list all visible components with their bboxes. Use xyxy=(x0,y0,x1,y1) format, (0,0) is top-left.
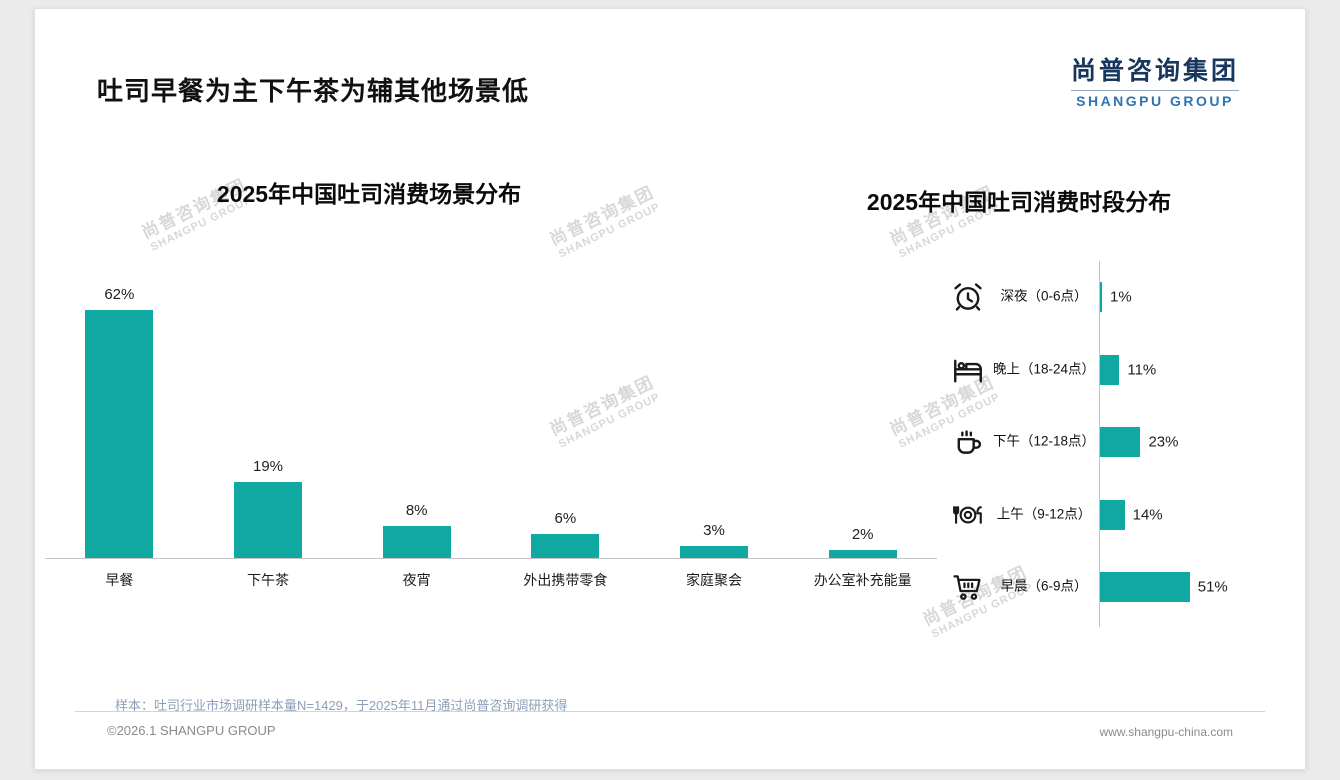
time-row: 上午（9-12点） 14% xyxy=(935,479,1307,551)
logo-chinese-text: 尚普咨询集团 xyxy=(1070,57,1239,85)
bar xyxy=(1100,282,1102,312)
bar-value-label: 51% xyxy=(1197,578,1228,596)
bar-column: 2% xyxy=(788,252,937,558)
bar-value-label: 11% xyxy=(1127,361,1157,378)
bar xyxy=(531,534,600,558)
company-logo: 尚普咨询集团 SHANGPU GROUP xyxy=(1070,51,1239,109)
time-row: 早晨（6-9点） 51% xyxy=(935,551,1307,623)
bar xyxy=(680,546,749,558)
scene-chart-x-axis-line xyxy=(45,558,937,559)
sample-note: 样本：吐司行业市场调研样本量N=1429，于2025年11月通过尚普咨询调研获得 xyxy=(115,698,568,713)
category-label: 办公室补充能量 xyxy=(813,572,912,588)
time-label: 上午（9-12点） xyxy=(996,506,1092,522)
logo-divider xyxy=(1070,90,1239,91)
footer-copyright: ©2026.1 SHANGPU GROUP xyxy=(107,723,276,738)
bar-value-label: 62% xyxy=(104,286,135,303)
category-label: 外出携带零食 xyxy=(523,572,608,588)
bar xyxy=(828,550,897,558)
alarm-clock-icon xyxy=(951,280,985,314)
bar-column: 3% xyxy=(640,252,789,558)
scene-chart-categories: 早餐 下午茶 夜宵 外出携带零食 家庭聚会 办公室补充能量 xyxy=(45,570,937,590)
category-label: 早餐 xyxy=(105,572,134,588)
dining-plate-icon xyxy=(951,498,985,532)
scene-chart-title: 2025年中国吐司消费场景分布 xyxy=(216,181,522,207)
time-row: 深夜（0-6点） 1% xyxy=(935,261,1307,333)
category-label: 下午茶 xyxy=(247,572,289,588)
time-row: 晚上（18-24点） 11% xyxy=(935,334,1307,406)
bar-value-label: 19% xyxy=(252,458,284,475)
page-title: 吐司早餐为主下午茶为辅其他场景低 xyxy=(97,76,530,106)
bar xyxy=(382,526,451,558)
bar-value-label: 6% xyxy=(554,510,577,527)
bar-value-label: 2% xyxy=(851,526,874,543)
category-label: 夜宵 xyxy=(402,572,431,588)
bar xyxy=(1100,572,1190,602)
bar xyxy=(85,310,154,558)
bar-value-label: 3% xyxy=(703,522,725,539)
bar-column: 62% xyxy=(45,252,194,558)
time-label: 晚上（18-24点） xyxy=(993,361,1096,377)
time-label: 早晨（6-9点） xyxy=(1000,578,1088,594)
time-row: 下午（12-18点） 23% xyxy=(935,406,1307,478)
time-chart-y-axis-line xyxy=(1099,261,1100,627)
bar-column: 19% xyxy=(194,252,343,558)
bar-value-label: 8% xyxy=(405,502,428,519)
footer-divider xyxy=(75,711,1265,712)
bar-column: 8% xyxy=(342,252,491,558)
bar-column: 6% xyxy=(491,252,640,558)
time-chart: 深夜（0-6点） 1% 晚上（18-24点） 11% 下午（12-18点） 23% 上午（9… xyxy=(935,261,1307,627)
bar xyxy=(1100,427,1141,457)
bar-value-label: 14% xyxy=(1132,506,1163,523)
time-label: 深夜（0-6点） xyxy=(1000,288,1088,304)
time-label: 下午（12-18点） xyxy=(993,433,1096,449)
footer-website: www.shangpu-china.com xyxy=(1099,725,1233,739)
slide-card: 吐司早餐为主下午茶为辅其他场景低 尚普咨询集团 SHANGPU GROUP 尚普… xyxy=(34,8,1306,770)
bar-value-label: 23% xyxy=(1148,433,1179,451)
logo-english-text: SHANGPU GROUP xyxy=(1076,93,1234,109)
shopping-cart-icon xyxy=(951,570,985,604)
bar xyxy=(1100,499,1125,530)
bed-icon xyxy=(951,353,985,387)
coffee-cup-icon xyxy=(951,425,985,459)
category-label: 家庭聚会 xyxy=(686,572,743,588)
bar xyxy=(1100,354,1120,385)
time-chart-title: 2025年中国吐司消费时段分布 xyxy=(866,189,1172,215)
bar-value-label: 1% xyxy=(1110,288,1132,306)
scene-chart-plot: 62% 19% 8% 6% 3% 2% xyxy=(45,252,937,558)
bar xyxy=(234,482,302,558)
